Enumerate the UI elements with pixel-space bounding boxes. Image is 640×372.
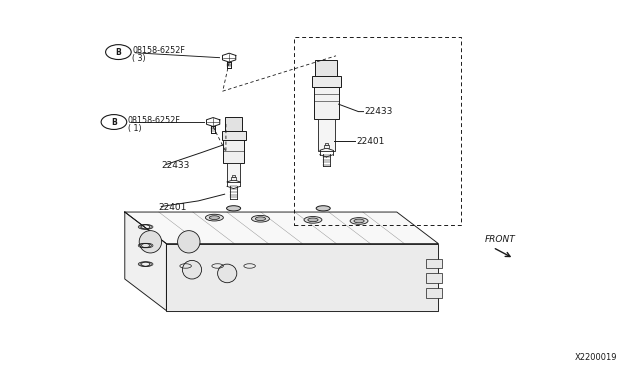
Text: ( 1): ( 1) bbox=[128, 124, 141, 133]
Text: 08158-6252F: 08158-6252F bbox=[132, 46, 186, 55]
Text: 08158-6252F: 08158-6252F bbox=[128, 116, 181, 125]
Text: FRONT: FRONT bbox=[484, 235, 515, 244]
Polygon shape bbox=[166, 244, 438, 311]
Text: 22401: 22401 bbox=[159, 203, 187, 212]
Ellipse shape bbox=[252, 215, 269, 222]
Ellipse shape bbox=[316, 206, 330, 211]
Bar bbox=[426, 288, 442, 298]
Ellipse shape bbox=[304, 217, 322, 223]
Text: 22433: 22433 bbox=[365, 107, 393, 116]
Bar bbox=[232, 174, 236, 177]
Bar bbox=[426, 259, 442, 268]
Ellipse shape bbox=[308, 218, 318, 222]
Bar bbox=[324, 145, 329, 148]
Ellipse shape bbox=[209, 216, 220, 219]
Ellipse shape bbox=[182, 260, 202, 279]
Text: 22401: 22401 bbox=[356, 137, 385, 146]
Ellipse shape bbox=[350, 218, 368, 224]
Ellipse shape bbox=[227, 206, 241, 211]
Ellipse shape bbox=[205, 214, 223, 221]
Text: B: B bbox=[116, 48, 121, 57]
Text: 22433: 22433 bbox=[161, 161, 189, 170]
Bar bbox=[223, 140, 244, 163]
Text: X2200019: X2200019 bbox=[575, 353, 618, 362]
Bar bbox=[318, 119, 335, 151]
Bar bbox=[426, 273, 442, 283]
Bar bbox=[227, 163, 240, 182]
Bar bbox=[314, 87, 339, 119]
Ellipse shape bbox=[255, 217, 266, 221]
Bar bbox=[231, 177, 236, 180]
Bar bbox=[225, 117, 243, 131]
Bar bbox=[316, 60, 337, 76]
Bar bbox=[221, 131, 246, 140]
Polygon shape bbox=[125, 212, 438, 244]
Ellipse shape bbox=[140, 231, 161, 253]
Ellipse shape bbox=[218, 264, 237, 283]
Text: ( 3): ( 3) bbox=[132, 54, 146, 63]
Text: B: B bbox=[111, 118, 116, 126]
Polygon shape bbox=[125, 212, 166, 311]
Ellipse shape bbox=[178, 231, 200, 253]
Bar bbox=[324, 143, 328, 145]
Bar bbox=[312, 76, 341, 87]
Ellipse shape bbox=[354, 219, 364, 223]
